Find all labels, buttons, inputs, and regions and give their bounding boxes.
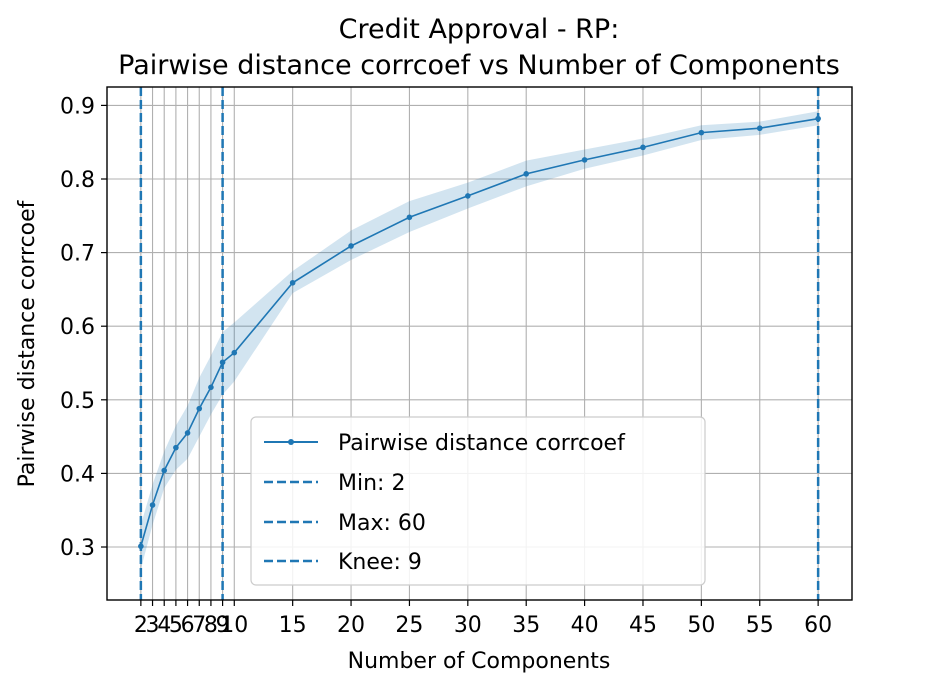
legend-label-min: Min: 2	[338, 471, 405, 496]
series-0-point-13	[523, 171, 530, 177]
x-tick-label-7: 9	[216, 613, 230, 638]
series-0-point-16	[698, 129, 705, 136]
series-layer	[138, 115, 821, 550]
series-0-point-4	[184, 430, 191, 436]
x-tick-label-12: 30	[454, 613, 482, 638]
series-0-confidence-band	[140, 111, 819, 570]
chart-title-line-2: Pairwise distance corrcoef vs Number of …	[118, 50, 840, 81]
series-0-point-7	[219, 359, 226, 366]
confidence-band-layer	[140, 111, 819, 570]
x-tick-label-1: 3	[146, 613, 160, 638]
x-tick-label-2: 4	[157, 613, 171, 638]
x-tick-label-17: 55	[746, 613, 774, 638]
x-tick-label-9: 15	[279, 613, 307, 638]
series-0-point-11	[406, 214, 413, 221]
y-axis-ticks: 0.3 0.4 0.5 0.6 0.7 0.8 0.9	[60, 94, 107, 561]
series-0-point-2	[161, 467, 168, 474]
legend-label-max: Max: 60	[338, 511, 426, 536]
series-0-point-17	[756, 125, 763, 132]
plot-frame	[106, 86, 853, 601]
y-tick-label-6: 0.9	[60, 94, 95, 119]
series-0-point-18	[815, 115, 821, 122]
y-axis-label: Pairwise distance corrcoef	[15, 199, 40, 487]
x-tick-label-18: 60	[804, 613, 832, 638]
series-0-point-12	[465, 193, 471, 199]
series-0-point-14	[581, 157, 588, 163]
series-0-point-3	[173, 444, 179, 451]
x-tick-label-10: 20	[337, 613, 365, 638]
x-tick-label-0: 2	[134, 613, 148, 638]
y-tick-label-2: 0.5	[60, 389, 95, 414]
x-tick-label-3: 5	[169, 613, 183, 638]
legend-label-knee: Knee: 9	[338, 550, 422, 575]
y-tick-label-4: 0.7	[60, 242, 95, 267]
series-0-point-6	[208, 384, 214, 391]
series-0-point-0	[138, 543, 144, 550]
x-tick-label-11: 25	[395, 613, 423, 638]
x-tick-label-16: 50	[687, 613, 715, 638]
x-tick-label-13: 35	[512, 613, 540, 638]
x-tick-label-5: 7	[192, 613, 206, 638]
x-tick-label-8: 10	[220, 613, 248, 638]
y-tick-label-5: 0.8	[60, 168, 95, 193]
y-tick-label-0: 0.3	[60, 536, 95, 561]
series-0-point-9	[289, 279, 296, 286]
y-tick-label-1: 0.4	[60, 462, 95, 487]
x-tick-label-4: 6	[181, 613, 195, 638]
series-0-point-10	[348, 243, 354, 249]
series-0-point-5	[196, 405, 203, 412]
x-axis-label: Number of Components	[348, 649, 611, 674]
series-0-point-15	[640, 144, 646, 151]
reference-lines	[139, 87, 820, 600]
x-tick-label-15: 45	[629, 613, 657, 638]
series-0-point-1	[149, 502, 156, 508]
legend: Pairwise distance corrcoef Min: 2 Max: 6…	[250, 416, 706, 586]
legend-box	[250, 416, 706, 586]
chart-title-line-1: Credit Approval - RP:	[339, 14, 620, 45]
series-0-point-8	[231, 349, 238, 356]
legend-swatch-series-marker	[288, 439, 294, 445]
x-tick-label-6: 8	[204, 613, 218, 638]
x-tick-label-14: 40	[571, 613, 599, 638]
legend-label-series: Pairwise distance corrcoef	[338, 431, 626, 456]
y-tick-label-3: 0.6	[60, 315, 95, 340]
